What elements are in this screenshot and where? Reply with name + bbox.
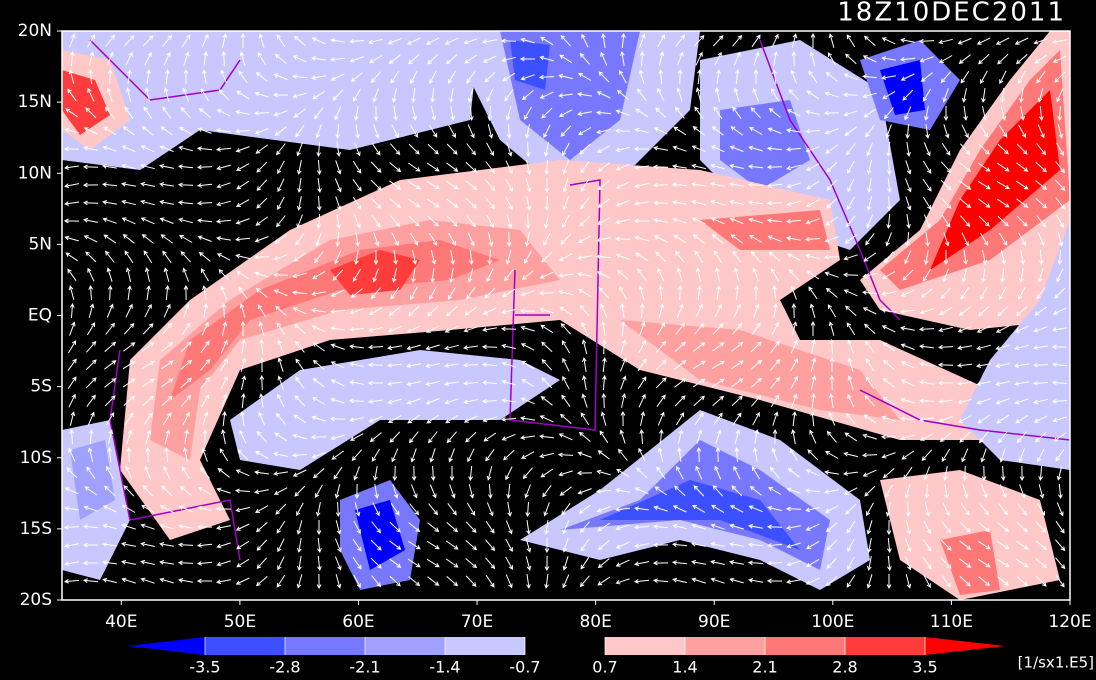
y-tick-label: 5N <box>28 234 52 254</box>
y-tick-label: 20N <box>18 21 52 41</box>
field-region <box>930 90 1060 270</box>
y-tick-label: 20S <box>20 590 52 610</box>
colorbar-segment <box>845 637 925 655</box>
y-tick-label: EQ <box>28 306 52 326</box>
x-tick-label: 70E <box>461 612 493 632</box>
colorbar-segment <box>685 637 765 655</box>
x-tick-label: 120E <box>1048 612 1091 632</box>
colorbar-segment <box>605 637 685 655</box>
coastline <box>509 179 601 431</box>
colorbar-label: 2.1 <box>752 658 777 677</box>
field-region <box>940 530 1000 595</box>
field-region <box>170 240 500 400</box>
x-tick-label: 50E <box>224 612 256 632</box>
colorbar-high-end <box>925 637 1005 655</box>
field-region <box>720 100 810 190</box>
colorbar-label: 0.7 <box>592 658 617 677</box>
coastline <box>89 39 241 101</box>
colorbar-label: 2.8 <box>832 658 857 677</box>
y-tick-label: 15N <box>18 92 52 112</box>
x-tick-label: 60E <box>342 612 374 632</box>
y-tick-label: 15S <box>20 519 52 539</box>
colorbar-segment <box>765 637 845 655</box>
field-region <box>600 480 800 550</box>
axes: 40E 50E 60E 70E 80E 90E 100E 110E 120E 20N 15N 10N 5… <box>18 21 1092 632</box>
y-tick-label: 10S <box>20 448 52 468</box>
colorbar-segment <box>525 637 605 655</box>
field-region <box>230 350 560 470</box>
coastline <box>859 389 1071 441</box>
field-region <box>355 500 405 570</box>
field-region <box>70 440 115 520</box>
colorbar-label: 3.5 <box>912 658 937 677</box>
wind-vectors <box>63 32 1068 590</box>
colorbar-label: -1.4 <box>429 658 460 677</box>
y-tick-label: 10N <box>18 163 52 183</box>
colorbar-segment <box>445 637 525 655</box>
colorbar-label: 1.4 <box>672 658 697 677</box>
x-tick-label: 90E <box>698 612 730 632</box>
field <box>62 31 1070 600</box>
x-tick-label: 100E <box>811 612 854 632</box>
field-region <box>880 50 1070 290</box>
colorbar-segment <box>285 637 365 655</box>
colorbar-label: -3.5 <box>189 658 220 677</box>
colorbar-label: -0.7 <box>509 658 540 677</box>
y-tick-label: 5S <box>30 377 52 397</box>
field-region <box>62 70 110 135</box>
colorbar-segment <box>365 637 445 655</box>
field-region <box>620 320 900 420</box>
x-tick-label: 40E <box>105 612 137 632</box>
colorbar-label: -2.8 <box>269 658 300 677</box>
map-title: 18Z10DEC2011 <box>837 0 1066 28</box>
coastline <box>759 39 901 321</box>
colorbar-low-end <box>128 637 205 655</box>
colorbar-label: -2.1 <box>349 658 380 677</box>
field-region <box>960 220 1070 470</box>
colorbar: -3.5 -2.8 -2.1 -1.4 -0.7 0.7 1.4 2.1 2.8 3.5 <box>128 637 1005 677</box>
x-tick-label: 80E <box>579 612 611 632</box>
x-tick-label: 110E <box>930 612 973 632</box>
colorbar-unit: [1/sx1.E5] <box>1018 654 1094 672</box>
colorbar-segment <box>205 637 285 655</box>
field-region <box>150 220 560 460</box>
